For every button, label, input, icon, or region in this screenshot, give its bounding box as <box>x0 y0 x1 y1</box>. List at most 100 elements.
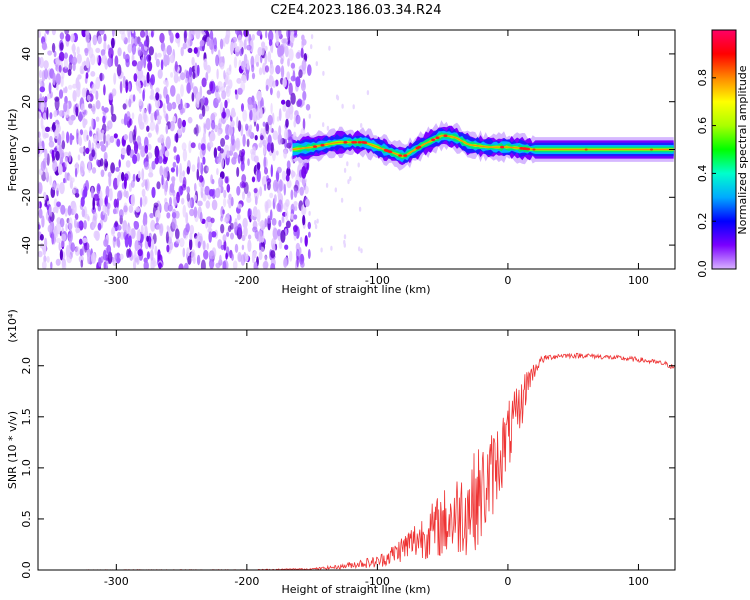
noise-blob <box>259 186 263 197</box>
noise-blob <box>210 217 215 224</box>
noise-blob <box>59 249 64 261</box>
noise-blob <box>146 235 150 242</box>
noise-blob <box>117 190 123 201</box>
noise-blob <box>297 98 303 107</box>
noise-blob <box>119 253 124 260</box>
noise-blob <box>294 205 298 211</box>
noise-blob <box>290 203 295 214</box>
noise-blob <box>102 249 107 261</box>
noise-blob <box>123 176 127 189</box>
noise-blob <box>251 107 257 121</box>
noise-blob <box>131 60 138 67</box>
noise-blob <box>58 110 65 117</box>
noise-blob <box>59 42 64 51</box>
noise-blob <box>113 133 118 139</box>
noise-blob <box>185 223 190 233</box>
noise-blob <box>217 81 223 90</box>
noise-blob <box>113 177 119 190</box>
noise-blob <box>133 73 138 82</box>
noise-blob <box>248 128 252 137</box>
snr-frame <box>37 329 676 571</box>
noise-blob <box>52 206 57 214</box>
noise-blob <box>230 232 234 240</box>
noise-blob <box>209 250 215 260</box>
noise-blob <box>169 196 172 207</box>
noise-blob <box>223 189 227 199</box>
snr-panel: -300 -200 -100 0 100 0.0 0.5 1.0 1.5 2.0 Height … <box>6 309 676 596</box>
noise-blob <box>120 118 125 125</box>
noise-blob <box>55 83 59 91</box>
noise-blob <box>193 206 198 219</box>
noise-blob <box>60 204 66 215</box>
noise-blob <box>246 44 252 51</box>
noise-blob <box>165 231 169 244</box>
noise-blob <box>126 248 130 258</box>
noise-blob <box>225 252 228 260</box>
noise-blob <box>265 65 269 73</box>
noise-blob <box>38 137 42 151</box>
noise-blob <box>189 208 195 217</box>
y-tick-label: 2.0 <box>20 357 33 375</box>
noise-blob <box>243 225 248 237</box>
colorbar: 0.0 0.2 0.4 0.6 0.8 Normalized spectral ampl… <box>696 29 749 278</box>
noise-blob <box>41 41 48 51</box>
noise-blob <box>92 34 98 46</box>
noise-blob <box>300 253 304 263</box>
noise-blob <box>343 167 347 173</box>
noise-blob <box>47 224 53 233</box>
noise-blob <box>314 224 318 230</box>
noise-blob <box>283 202 289 211</box>
noise-blob <box>236 166 240 178</box>
noise-blob <box>133 221 140 230</box>
snr-y-exponent: (x10⁴) <box>6 309 19 343</box>
noise-blob <box>125 190 129 199</box>
noise-blob <box>155 87 160 93</box>
noise-blob <box>182 170 186 177</box>
noise-blob <box>48 206 53 218</box>
noise-blob <box>103 84 106 96</box>
noise-blob <box>277 199 283 213</box>
noise-blob <box>360 248 363 254</box>
noise-blob <box>229 222 234 230</box>
noise-blob <box>163 201 170 213</box>
noise-blob <box>105 140 109 148</box>
noise-blob <box>205 117 211 131</box>
noise-blob <box>214 187 221 199</box>
noise-blob <box>104 206 108 214</box>
noise-blob <box>228 125 234 137</box>
noise-blob <box>217 157 222 164</box>
noise-blob <box>346 161 349 167</box>
noise-blob <box>38 208 43 219</box>
noise-blob <box>220 157 225 169</box>
noise-blob <box>236 213 241 221</box>
signal-peak <box>532 148 536 151</box>
noise-blob <box>39 80 43 88</box>
noise-blob <box>219 101 223 115</box>
noise-blob <box>167 204 173 212</box>
noise-blob <box>254 231 259 240</box>
noise-blob <box>180 98 183 110</box>
noise-blob <box>254 135 258 141</box>
signal-peak <box>357 141 362 144</box>
noise-blob <box>258 251 263 261</box>
noise-blob <box>91 117 94 129</box>
noise-blob <box>147 143 152 151</box>
colorbar-label: Normalized spectral amplitude <box>736 65 749 234</box>
noise-blob <box>262 260 269 269</box>
noise-blob <box>83 220 87 230</box>
noise-blob <box>97 222 102 231</box>
noise-blob <box>132 94 136 102</box>
noise-blob <box>166 54 170 66</box>
noise-blob <box>157 69 163 79</box>
noise-blob <box>219 62 225 70</box>
noise-blob <box>260 135 264 141</box>
noise-blob <box>220 223 225 234</box>
noise-blob <box>288 82 293 96</box>
noise-blob <box>249 110 253 120</box>
noise-blob <box>264 218 268 228</box>
noise-blob <box>267 215 271 224</box>
noise-blob <box>283 258 288 268</box>
noise-blob <box>205 71 209 81</box>
noise-blob <box>219 148 224 154</box>
noise-blob <box>194 62 198 73</box>
